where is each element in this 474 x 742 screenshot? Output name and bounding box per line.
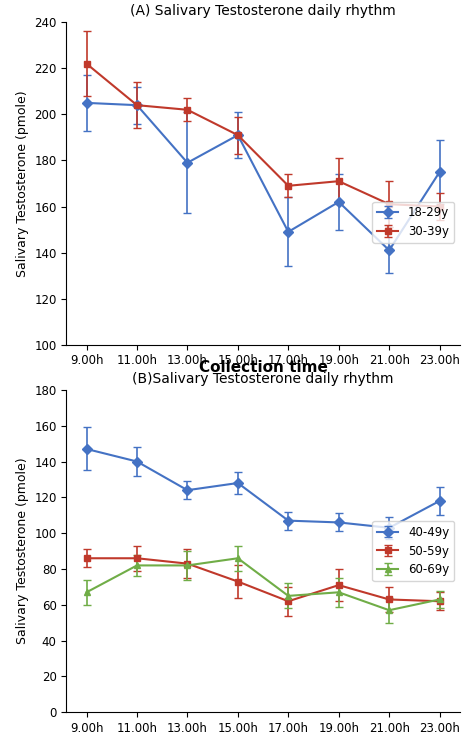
Legend: 18-29y, 30-39y: 18-29y, 30-39y (373, 202, 454, 243)
Title: (A) Salivary Testosterone daily rhythm: (A) Salivary Testosterone daily rhythm (130, 4, 396, 19)
Text: Collection time: Collection time (199, 360, 328, 375)
Legend: 40-49y, 50-59y, 60-69y: 40-49y, 50-59y, 60-69y (373, 521, 454, 581)
Y-axis label: Salivary Testosterone (pmole): Salivary Testosterone (pmole) (16, 91, 29, 277)
Y-axis label: Salivary Testosterone (pmole): Salivary Testosterone (pmole) (16, 458, 29, 644)
Title: (B)Salivary Testosterone daily rhythm: (B)Salivary Testosterone daily rhythm (132, 372, 394, 386)
